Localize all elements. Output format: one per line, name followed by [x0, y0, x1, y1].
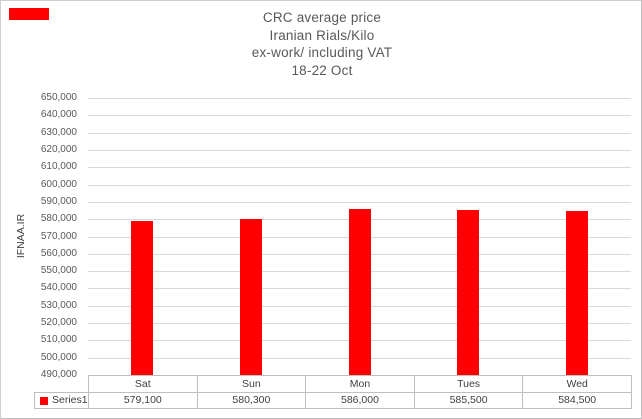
bar-sun	[240, 219, 262, 375]
category-cell: Sat	[89, 376, 198, 392]
y-tick-label: 590,000	[40, 196, 77, 207]
value-cell: 586,000	[306, 393, 415, 408]
y-tick-label: 500,000	[40, 352, 77, 363]
y-tick-label: 530,000	[40, 300, 77, 311]
bar-wed	[566, 211, 588, 375]
y-tick-label: 630,000	[40, 127, 77, 138]
chart-title-line-2: Iranian Rials/Kilo	[269, 27, 375, 43]
legend-cell: Series1	[35, 393, 89, 408]
category-cell: Sun	[198, 376, 307, 392]
y-tick-label: 560,000	[40, 248, 77, 259]
gridline	[88, 185, 631, 186]
red-marker	[9, 8, 49, 20]
value-cell: 579,100	[89, 393, 198, 408]
bar-sat	[131, 221, 153, 375]
bar-tues	[457, 210, 479, 375]
y-tick-label: 640,000	[40, 109, 77, 120]
gridline	[88, 167, 631, 168]
chart-title-line-4: 18-22 Oct	[291, 62, 353, 78]
y-tick-label: 490,000	[40, 369, 77, 380]
bar-mon	[349, 209, 371, 375]
category-cell: Tues	[415, 376, 524, 392]
gridline	[88, 98, 631, 99]
gridline	[88, 150, 631, 151]
y-tick-label: 540,000	[40, 282, 77, 293]
category-header-row: Sat Sun Mon Tues Wed	[88, 375, 632, 392]
category-cell: Mon	[306, 376, 415, 392]
y-tick-label: 520,000	[40, 317, 77, 328]
data-table-row: Series1 579,100 580,300 586,000 585,500 584,…	[34, 392, 632, 409]
chart-title-line-3: ex-work/ including VAT	[251, 45, 393, 60]
gridline	[88, 115, 631, 116]
y-tick-label: 510,000	[40, 334, 77, 345]
y-tick-label: 650,000	[40, 92, 77, 103]
y-tick-label: 570,000	[40, 231, 77, 242]
category-cell: Wed	[523, 376, 632, 392]
legend-key-icon	[40, 396, 48, 405]
y-tick-label: 610,000	[40, 161, 77, 172]
gridline	[88, 202, 631, 203]
y-tick-label: 620,000	[40, 144, 77, 155]
value-cell: 584,500	[523, 393, 632, 408]
y-tick-label: 550,000	[40, 265, 77, 276]
y-tick-label: 580,000	[40, 213, 77, 224]
y-tick-label: 600,000	[40, 179, 77, 190]
value-cell: 585,500	[415, 393, 524, 408]
gridline	[88, 133, 631, 134]
value-cell: 580,300	[198, 393, 307, 408]
legend-label: Series1	[52, 394, 88, 406]
chart-title-line-1: CRC average price	[262, 10, 382, 25]
chart-title: CRC average price Iranian Rials/Kilo ex-…	[1, 9, 641, 79]
